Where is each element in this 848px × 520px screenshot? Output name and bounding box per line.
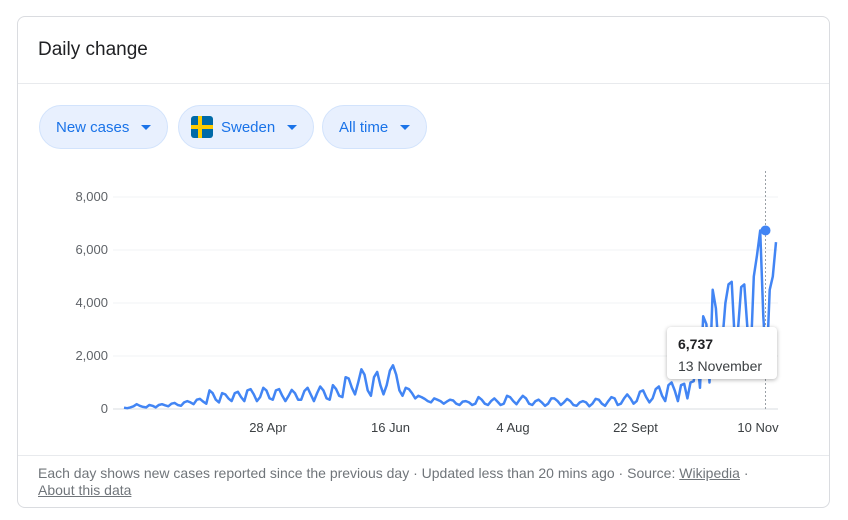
footer-note: Each day shows new cases reported since … bbox=[38, 465, 813, 499]
country-dropdown[interactable]: Sweden bbox=[178, 105, 315, 149]
range-dropdown[interactable]: All time bbox=[322, 105, 428, 149]
series-line-new-cases bbox=[123, 229, 778, 410]
x-tick-label: 16 Jun bbox=[371, 420, 410, 435]
about-data-link[interactable]: About this data bbox=[38, 482, 132, 498]
wikipedia-link[interactable]: Wikipedia bbox=[679, 465, 740, 481]
range-label: All time bbox=[339, 118, 389, 136]
y-axis-ticks: 0 2,000 4,000 6,000 8,000 bbox=[75, 189, 108, 416]
highlight-point bbox=[760, 225, 771, 236]
y-tick-label: 2,000 bbox=[75, 348, 108, 363]
tooltip-date: 13 November bbox=[678, 358, 763, 374]
card-title: Daily change bbox=[38, 39, 148, 60]
footer-separator: · bbox=[739, 465, 749, 481]
y-tick-label: 0 bbox=[101, 401, 108, 416]
daily-change-card: Daily change New cases Sweden All time 0… bbox=[17, 16, 830, 508]
caret-down-icon bbox=[400, 124, 411, 130]
y-tick-label: 8,000 bbox=[75, 189, 108, 204]
metric-dropdown[interactable]: New cases bbox=[39, 105, 169, 149]
header-divider bbox=[18, 83, 829, 84]
metric-label: New cases bbox=[56, 118, 130, 136]
sweden-flag-icon bbox=[191, 116, 213, 138]
caret-down-icon bbox=[141, 124, 152, 130]
country-label: Sweden bbox=[221, 118, 276, 136]
caret-down-icon bbox=[287, 124, 298, 130]
chart-tooltip: 6,737 13 November bbox=[667, 327, 777, 379]
y-tick-label: 4,000 bbox=[75, 295, 108, 310]
y-tick-label: 6,000 bbox=[75, 242, 108, 257]
x-axis-ticks: 28 Apr 16 Jun 4 Aug 22 Sept 10 Nov bbox=[249, 420, 779, 435]
footer-text: Each day shows new cases reported since … bbox=[38, 465, 680, 481]
x-tick-label: 10 Nov bbox=[737, 420, 779, 435]
tooltip-value: 6,737 bbox=[678, 336, 714, 352]
footer-divider bbox=[18, 455, 829, 456]
x-tick-label: 4 Aug bbox=[496, 420, 529, 435]
x-tick-label: 28 Apr bbox=[249, 420, 287, 435]
x-tick-label: 22 Sept bbox=[613, 420, 658, 435]
